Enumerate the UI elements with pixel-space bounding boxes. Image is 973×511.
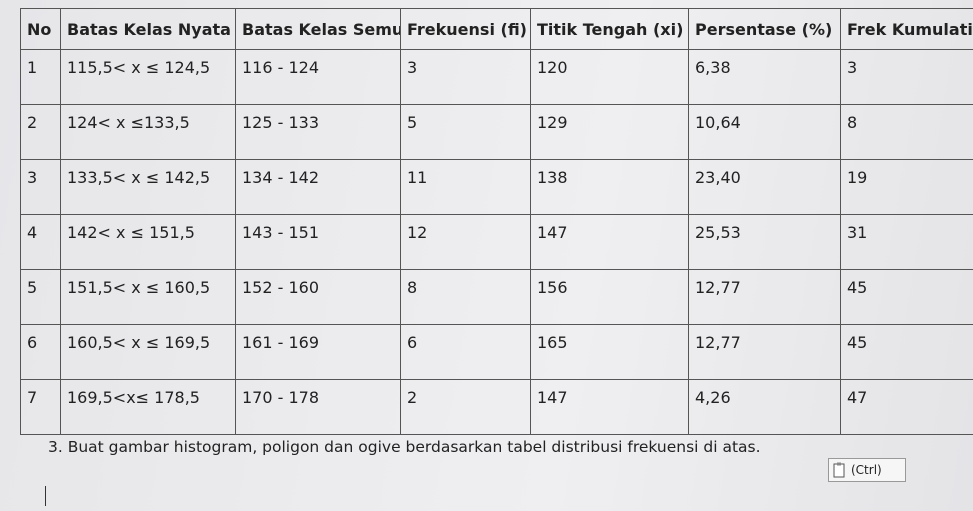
table-cell: 115,5< x ≤ 124,5 xyxy=(60,49,236,105)
table-cell: 152 - 160 xyxy=(235,269,401,325)
paste-options-button[interactable]: (Ctrl) xyxy=(828,458,906,482)
table-cell: 47 xyxy=(840,379,973,435)
header-cell: Titik Tengah (xi) xyxy=(530,8,689,50)
table-cell: 129 xyxy=(530,104,689,160)
table-cell: 11 xyxy=(400,159,531,215)
table-cell: 151,5< x ≤ 160,5 xyxy=(60,269,236,325)
header-cell: Frek Kumulati xyxy=(840,8,973,50)
table-cell: 134 - 142 xyxy=(235,159,401,215)
table-cell: 19 xyxy=(840,159,973,215)
table-cell: 1 xyxy=(20,49,61,105)
table-cell: 165 xyxy=(530,324,689,380)
table-cell: 6 xyxy=(400,324,531,380)
table-cell: 161 - 169 xyxy=(235,324,401,380)
table-cell: 3 xyxy=(20,159,61,215)
table-cell: 138 xyxy=(530,159,689,215)
table-cell: 116 - 124 xyxy=(235,49,401,105)
table-row: 6 160,5< x ≤ 169,5 161 - 169 6 165 12,77 45 xyxy=(20,324,973,380)
instruction: 3. Buat gambar histogram, poligon dan og… xyxy=(48,438,761,456)
table-cell: 5 xyxy=(400,104,531,160)
table-cell: 133,5< x ≤ 142,5 xyxy=(60,159,236,215)
table-cell: 142< x ≤ 151,5 xyxy=(60,214,236,270)
table-cell: 124< x ≤133,5 xyxy=(60,104,236,160)
table-row: 5 151,5< x ≤ 160,5 152 - 160 8 156 12,77 45 xyxy=(20,269,973,325)
table-cell: 6 xyxy=(20,324,61,380)
table-row: 7 169,5<x≤ 178,5 170 - 178 2 147 4,26 47 xyxy=(20,379,973,435)
table-cell: 120 xyxy=(530,49,689,105)
paste-label: (Ctrl) xyxy=(851,463,882,477)
text-cursor xyxy=(45,486,46,506)
table-cell: 170 - 178 xyxy=(235,379,401,435)
table-row: 4 142< x ≤ 151,5 143 - 151 12 147 25,53 31 xyxy=(20,214,973,270)
table-cell: 3 xyxy=(840,49,973,105)
table-cell: 7 xyxy=(20,379,61,435)
table-cell: 169,5<x≤ 178,5 xyxy=(60,379,236,435)
table-body: 1 115,5< x ≤ 124,5 116 - 124 3 120 6,38 3 2 124<… xyxy=(20,49,973,435)
header-cell: Batas Kelas Semu xyxy=(235,8,401,50)
paste-icon xyxy=(833,462,845,478)
table-cell: 147 xyxy=(530,379,689,435)
table-cell: 12,77 xyxy=(688,324,841,380)
table-cell: 147 xyxy=(530,214,689,270)
table-row: 2 124< x ≤133,5 125 - 133 5 129 10,64 8 xyxy=(20,104,973,160)
table-cell: 45 xyxy=(840,269,973,325)
header-cell: Frekuensi (fi) xyxy=(400,8,531,50)
table-row: 1 115,5< x ≤ 124,5 116 - 124 3 120 6,38 3 xyxy=(20,49,973,105)
table-row: 3 133,5< x ≤ 142,5 134 - 142 11 138 23,40 19 xyxy=(20,159,973,215)
table-cell: 45 xyxy=(840,324,973,380)
table-cell: 4,26 xyxy=(688,379,841,435)
frequency-table: No Batas Kelas Nyata Batas Kelas Semu Freku… xyxy=(20,8,973,435)
header-cell: No xyxy=(20,8,61,50)
header-cell: Batas Kelas Nyata xyxy=(60,8,236,50)
table-cell: 156 xyxy=(530,269,689,325)
header-cell: Persentase (%) xyxy=(688,8,841,50)
table-cell: 12 xyxy=(400,214,531,270)
table-cell: 31 xyxy=(840,214,973,270)
table-cell: 8 xyxy=(840,104,973,160)
table-cell: 160,5< x ≤ 169,5 xyxy=(60,324,236,380)
table-cell: 23,40 xyxy=(688,159,841,215)
header-row: No Batas Kelas Nyata Batas Kelas Semu Freku… xyxy=(20,8,973,50)
table-cell: 6,38 xyxy=(688,49,841,105)
table-cell: 125 - 133 xyxy=(235,104,401,160)
table-cell: 4 xyxy=(20,214,61,270)
table-wrapper: No Batas Kelas Nyata Batas Kelas Semu Freku… xyxy=(20,8,973,435)
table-cell: 10,64 xyxy=(688,104,841,160)
table-cell: 3 xyxy=(400,49,531,105)
table-cell: 12,77 xyxy=(688,269,841,325)
table-cell: 2 xyxy=(20,104,61,160)
table-cell: 143 - 151 xyxy=(235,214,401,270)
table-cell: 8 xyxy=(400,269,531,325)
table-cell: 2 xyxy=(400,379,531,435)
table-cell: 5 xyxy=(20,269,61,325)
table-cell: 25,53 xyxy=(688,214,841,270)
